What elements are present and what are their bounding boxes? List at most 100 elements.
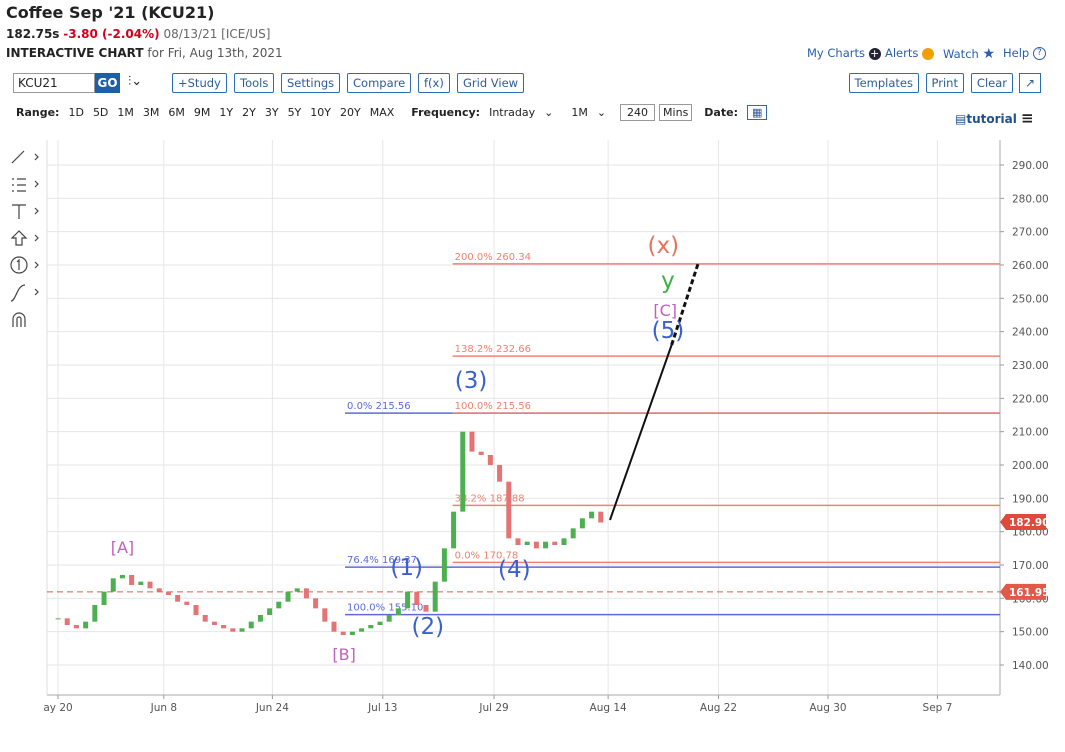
expand-button[interactable]: ↗	[1019, 73, 1041, 93]
link-text[interactable]: My Charts	[807, 46, 865, 60]
tutorial-text[interactable]: tutorial	[966, 112, 1017, 126]
line-tool[interactable]	[11, 150, 25, 164]
fib-label: 100.0% 215.56	[455, 401, 531, 412]
arrow	[34, 207, 39, 215]
magnet-tool[interactable]	[12, 312, 26, 327]
help[interactable]: Help ?	[1003, 46, 1046, 60]
wave-label: (2)	[412, 614, 445, 640]
wave-tool[interactable]	[10, 256, 28, 274]
fib-tool[interactable]	[12, 178, 26, 192]
candles	[55, 431, 604, 635]
range-option[interactable]: 1D	[68, 106, 84, 119]
toolbar-button[interactable]: Compare	[347, 73, 412, 93]
go-button[interactable]: GO	[95, 73, 120, 93]
range-option[interactable]: 1Y	[219, 106, 234, 119]
link-text[interactable]: Watch	[943, 47, 979, 61]
candle	[184, 601, 190, 605]
toolbar-button[interactable]: Print	[925, 73, 964, 93]
candle	[579, 518, 585, 529]
dropdown[interactable]: ⌄	[596, 106, 607, 119]
chart-type-icon[interactable]: ⫶⌄	[128, 74, 143, 89]
toolbar-button[interactable]: f(x)	[418, 73, 450, 93]
menu-icon[interactable]: ≡	[1021, 109, 1034, 127]
toolbar-button[interactable]: Tools	[234, 73, 275, 93]
candle	[303, 588, 309, 599]
range-option[interactable]: 9M	[193, 106, 211, 119]
y-tick-label: 140.00	[1012, 660, 1049, 672]
arrow	[34, 180, 39, 188]
range-option[interactable]: MAX	[369, 106, 395, 119]
range-option[interactable]: 6M	[168, 106, 185, 119]
link-text[interactable]: Alerts	[885, 46, 919, 60]
y-tick-label: 190.00	[1012, 493, 1049, 505]
my-charts[interactable]: My Charts +	[807, 46, 881, 60]
wave-label: y	[661, 268, 675, 294]
curve-tool[interactable]	[10, 284, 26, 302]
y-tick-label: 200.00	[1012, 460, 1049, 472]
toolbar-button[interactable]: Grid View	[457, 73, 525, 93]
range-bar: Range: 1D 5D 1M 3M 6M 9M 1Y 2Y 3Y 5Y 10Y 20Y MAX Frequ…	[16, 104, 768, 121]
interval-unit[interactable]: Mins	[659, 104, 693, 121]
arrow	[34, 234, 39, 242]
arrow	[34, 261, 39, 269]
toolbar-button[interactable]: Clear	[970, 73, 1013, 93]
dropdown[interactable]: ⌄	[544, 106, 554, 119]
chart-date: for Fri, Aug 13th, 2021	[147, 46, 283, 60]
candle	[414, 591, 420, 605]
symbol-input[interactable]: KCU21	[13, 73, 95, 93]
y-tick-label: 280.00	[1012, 193, 1049, 205]
range-option[interactable]: 3Y	[264, 106, 279, 119]
range-option[interactable]: 2Y	[242, 106, 256, 119]
range-option[interactable]: 3M	[142, 106, 160, 119]
toolbar-button[interactable]: Templates	[848, 73, 919, 93]
y-tick-label: 250.00	[1012, 293, 1049, 305]
frequency-label: Frequency:	[411, 106, 481, 119]
star-icon: ★	[982, 46, 996, 62]
candle	[147, 581, 153, 589]
wave-label: (3)	[455, 368, 488, 394]
frequency[interactable]: Intraday	[489, 106, 536, 119]
candle	[230, 628, 236, 632]
wave-label: (1)	[390, 555, 423, 581]
candle	[221, 625, 227, 629]
shape-tool[interactable]	[10, 230, 28, 246]
candle	[589, 511, 595, 519]
link-text[interactable]: Help	[1003, 46, 1030, 60]
candle	[175, 595, 181, 602]
range-option[interactable]: 1M	[117, 106, 134, 119]
alerts[interactable]: Alerts	[885, 46, 935, 60]
y-tick-label: 290.00	[1012, 160, 1049, 172]
price-tag	[1000, 583, 1046, 600]
period[interactable]: 1M	[571, 106, 588, 119]
price-tag-label: 182.90	[1009, 517, 1050, 529]
x-tick-label: Jul 29	[478, 702, 508, 714]
range-label: Range:	[16, 106, 60, 119]
y-tick-label: 230.00	[1012, 360, 1049, 372]
range-option[interactable]: 5D	[92, 106, 109, 119]
candle	[561, 538, 567, 545]
candle	[533, 541, 539, 549]
calendar-button[interactable]: ▦	[746, 105, 768, 120]
range-option[interactable]: 20Y	[340, 106, 361, 119]
range-option[interactable]: 5Y	[287, 106, 302, 119]
fib-label: 76.4% 169.37	[347, 555, 417, 566]
watch[interactable]: Watch ★	[943, 46, 995, 62]
x-tick-label: Aug 30	[809, 702, 846, 714]
drawing-tools	[10, 150, 39, 327]
text-tool[interactable]	[12, 204, 26, 219]
fib-label: 200.0% 260.34	[455, 252, 531, 263]
candle	[405, 591, 411, 609]
candle	[460, 431, 466, 512]
candle	[331, 621, 337, 632]
y-tick-label: 240.00	[1012, 327, 1049, 339]
change: -3.80 (-2.04%)	[63, 27, 160, 41]
tutorial[interactable]: ▤tutorial ≡	[955, 109, 1034, 127]
interval-input[interactable]: 240	[620, 104, 656, 121]
toolbar-button[interactable]: Settings	[281, 73, 341, 93]
toolbar-button[interactable]: +Study	[172, 73, 227, 93]
fib-label: 38.2% 187.88	[455, 493, 525, 504]
candle	[211, 621, 217, 625]
range-option[interactable]: 10Y	[310, 106, 331, 119]
candle	[101, 591, 107, 605]
